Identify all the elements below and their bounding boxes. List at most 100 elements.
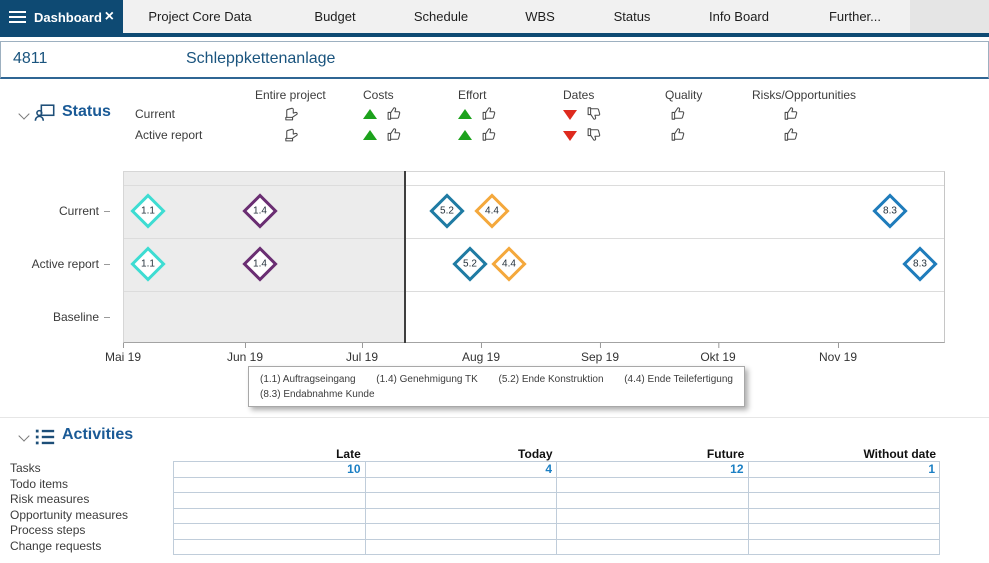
- chart-gridline: [124, 238, 944, 239]
- tab-wbs[interactable]: WBS: [525, 9, 555, 24]
- row-label-tasks: Tasks: [10, 461, 41, 475]
- activities-section-icon: [35, 429, 55, 445]
- cell-process-without-date[interactable]: [748, 524, 940, 540]
- activities-collapse-chevron-icon[interactable]: [18, 430, 30, 442]
- thumb-neutral-icon: [283, 126, 300, 143]
- thumb-up-icon: [386, 126, 403, 143]
- close-tab-icon[interactable]: ×: [104, 8, 114, 25]
- axis-tick-label: Okt 19: [700, 343, 736, 364]
- cell-risk-future[interactable]: [557, 493, 749, 509]
- chart-legend: (1.1) Auftragseingang (1.4) Genehmigung …: [248, 366, 745, 407]
- cell-tasks-future[interactable]: 12: [557, 462, 749, 478]
- cell-change-future[interactable]: [557, 539, 749, 555]
- thumb-down-icon: [586, 126, 603, 143]
- cell-opportunity-today[interactable]: [365, 508, 557, 524]
- status-section-title: Status: [62, 103, 111, 120]
- trend-up-icon: [458, 130, 472, 140]
- tab-bar: Dashboard × Project Core Data Budget Sch…: [0, 0, 989, 37]
- cell-tasks-late[interactable]: 10: [174, 462, 366, 478]
- cell-risk-late[interactable]: [174, 493, 366, 509]
- status-indicators-current: [0, 105, 989, 123]
- cell-process-today[interactable]: [365, 524, 557, 540]
- section-divider: [0, 417, 989, 418]
- status-row-current-label: Current: [135, 107, 176, 121]
- tab-schedule[interactable]: Schedule: [413, 9, 469, 24]
- cell-change-today[interactable]: [365, 539, 557, 555]
- cell-risk-without-date[interactable]: [748, 493, 940, 509]
- chart-gridline: [124, 185, 944, 186]
- cell-process-future[interactable]: [557, 524, 749, 540]
- row-label-opportunity-measures: Opportunity measures: [10, 507, 129, 522]
- cell-todo-future[interactable]: [557, 477, 749, 493]
- tab-dashboard[interactable]: Dashboard ×: [0, 0, 123, 37]
- legend-item: (1.4) Genehmigung TK: [376, 374, 478, 385]
- tab-status[interactable]: Status: [613, 9, 651, 24]
- menu-hamburger-icon[interactable]: [9, 11, 26, 24]
- axis-tick-label: Jul 19: [345, 343, 379, 364]
- cell-opportunity-without-date[interactable]: [748, 508, 940, 524]
- today-line: [404, 171, 406, 343]
- thumb-up-icon: [670, 126, 687, 143]
- thumb-up-icon: [783, 105, 800, 122]
- thumb-up-icon: [670, 105, 687, 122]
- col-header-without-date: Without date: [863, 447, 936, 461]
- tab-further[interactable]: Further...: [828, 9, 882, 24]
- thumb-down-icon: [586, 105, 603, 122]
- trend-down-icon: [563, 110, 577, 120]
- tab-strip: Project Core Data Budget Schedule WBS St…: [123, 0, 989, 33]
- status-section-icon: [34, 104, 55, 121]
- cell-tasks-today[interactable]: 4: [365, 462, 557, 478]
- legend-item: (1.1) Auftragseingang: [260, 374, 356, 385]
- tab-info-board[interactable]: Info Board: [709, 9, 769, 24]
- col-header-late: Late: [336, 447, 361, 461]
- thumb-up-icon: [783, 126, 800, 143]
- col-header-future: Future: [706, 447, 745, 461]
- chart-row-current-label: Current: [8, 204, 110, 218]
- cell-todo-without-date[interactable]: [748, 477, 940, 493]
- status-col-dates: Dates: [563, 88, 595, 102]
- cell-change-without-date[interactable]: [748, 539, 940, 555]
- legend-line: (8.3) Endabnahme Kunde: [260, 389, 733, 400]
- legend-item: (4.4) Ende Teilefertigung: [624, 374, 733, 385]
- activities-section-title: Activities: [62, 426, 134, 443]
- cell-opportunity-future[interactable]: [557, 508, 749, 524]
- row-label-risk-measures: Risk measures: [10, 492, 90, 506]
- milestone-chart-plot-area: [123, 171, 945, 343]
- row-label-todo-items: Todo items: [10, 476, 69, 491]
- row-label-process-steps: Process steps: [10, 523, 86, 537]
- trend-up-icon: [363, 130, 377, 140]
- status-col-effort: Effort: [458, 88, 487, 102]
- axis-tick-label: Sep 19: [580, 343, 620, 364]
- tab-budget[interactable]: Budget: [314, 9, 356, 24]
- axis-tick-label: Jun 19: [226, 343, 264, 364]
- tab-dashboard-label: Dashboard: [34, 10, 102, 25]
- activities-column-headers: Late Today Future Without date: [173, 447, 940, 461]
- thumb-up-icon: [481, 105, 498, 122]
- status-col-quality: Quality: [665, 88, 703, 102]
- activities-row-labels: Tasks Todo items Risk measures Opportuni…: [10, 461, 170, 554]
- cell-todo-late[interactable]: [174, 477, 366, 493]
- trend-down-icon: [563, 131, 577, 141]
- cell-tasks-without-date[interactable]: 1: [748, 462, 940, 478]
- project-header: 4811 Schleppkettenanlage: [0, 41, 989, 79]
- cell-process-late[interactable]: [174, 524, 366, 540]
- cell-opportunity-late[interactable]: [174, 508, 366, 524]
- row-label-change-requests: Change requests: [10, 538, 102, 553]
- chart-gridline: [124, 291, 944, 292]
- activities-table: 10 4 12 1: [173, 461, 940, 555]
- cell-todo-today[interactable]: [365, 477, 557, 493]
- chart-row-baseline-label: Baseline: [8, 310, 110, 324]
- cell-change-late[interactable]: [174, 539, 366, 555]
- tab-project-core-data[interactable]: Project Core Data: [148, 9, 252, 24]
- cell-risk-today[interactable]: [365, 493, 557, 509]
- status-col-costs: Costs: [363, 88, 394, 102]
- thumb-neutral-icon: [283, 105, 300, 122]
- project-number: 4811: [13, 50, 48, 67]
- chart-row-active-report-label: Active report: [8, 257, 110, 271]
- trend-up-icon: [458, 109, 472, 119]
- legend-item: (8.3) Endabnahme Kunde: [260, 389, 375, 400]
- axis-tick-label: Mai 19: [104, 343, 142, 364]
- project-name: Schleppkettenanlage: [186, 50, 336, 67]
- thumb-up-icon: [481, 126, 498, 143]
